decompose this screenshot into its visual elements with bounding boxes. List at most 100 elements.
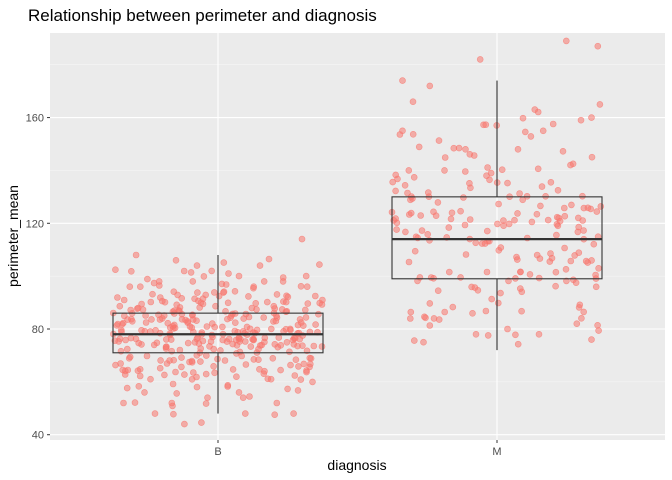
- data-point: [132, 251, 140, 259]
- data-point: [239, 394, 247, 402]
- data-point: [595, 264, 602, 272]
- data-point: [220, 288, 228, 296]
- data-point: [497, 289, 504, 297]
- data-point: [163, 360, 171, 367]
- data-point: [592, 271, 599, 279]
- data-point: [472, 330, 480, 338]
- data-point: [203, 352, 210, 359]
- data-point: [461, 168, 469, 175]
- data-point: [562, 37, 570, 45]
- data-point: [173, 390, 180, 397]
- data-point: [297, 376, 305, 383]
- data-point: [418, 227, 426, 234]
- data-point: [157, 357, 164, 364]
- data-point: [518, 288, 526, 296]
- data-point: [523, 193, 531, 200]
- data-point: [474, 286, 482, 294]
- data-point: [516, 190, 523, 197]
- data-point: [171, 307, 178, 315]
- plot-panel: [50, 33, 665, 440]
- data-point: [178, 310, 186, 318]
- data-point: [594, 321, 601, 329]
- grid: [50, 33, 665, 440]
- data-point: [235, 272, 243, 280]
- data-point: [148, 316, 155, 323]
- data-point: [300, 360, 308, 368]
- data-point: [233, 373, 240, 381]
- data-point: [211, 289, 218, 296]
- data-point: [449, 303, 457, 311]
- data-point: [505, 220, 513, 228]
- data-point: [273, 399, 281, 407]
- data-point: [562, 265, 570, 273]
- data-point: [126, 353, 134, 361]
- data-point: [203, 323, 211, 330]
- data-point: [218, 280, 226, 288]
- data-point: [224, 299, 232, 307]
- data-point: [161, 371, 168, 379]
- data-point: [560, 204, 568, 212]
- data-point: [466, 180, 473, 187]
- data-point: [295, 363, 302, 370]
- y-tick-label: 160: [26, 113, 44, 125]
- data-point: [469, 309, 476, 317]
- data-point: [197, 358, 204, 365]
- data-point: [578, 314, 585, 322]
- data-point: [250, 336, 257, 344]
- data-point: [260, 278, 268, 285]
- data-point: [225, 270, 232, 277]
- data-point: [409, 131, 417, 138]
- data-point: [516, 268, 524, 276]
- data-point: [483, 172, 490, 179]
- data-point: [389, 178, 397, 186]
- data-point: [310, 342, 318, 350]
- data-point: [270, 318, 277, 325]
- data-point: [210, 362, 217, 370]
- data-point: [399, 77, 406, 84]
- data-point: [156, 364, 164, 372]
- data-point: [315, 310, 322, 318]
- data-point: [172, 368, 179, 376]
- data-point: [219, 323, 226, 331]
- data-point: [484, 332, 492, 339]
- data-point: [533, 210, 541, 218]
- data-point: [299, 342, 306, 350]
- data-point: [220, 259, 228, 266]
- data-point: [279, 278, 287, 285]
- data-point: [544, 216, 552, 224]
- y-tick-label: 40: [32, 430, 44, 442]
- x-axis-title: diagnosis: [327, 457, 386, 473]
- data-point: [468, 283, 475, 291]
- data-point: [287, 361, 294, 369]
- data-point: [426, 82, 434, 90]
- data-point: [224, 381, 232, 389]
- data-point: [290, 410, 297, 417]
- data-point: [430, 208, 437, 216]
- data-point: [318, 343, 326, 350]
- data-point: [514, 146, 522, 153]
- data-point: [120, 399, 127, 407]
- data-point: [484, 164, 491, 171]
- data-point: [582, 257, 590, 265]
- x-tick-label: M: [492, 446, 501, 458]
- data-point: [242, 361, 250, 368]
- data-point: [448, 209, 456, 217]
- data-point: [483, 227, 491, 235]
- data-point: [170, 410, 177, 418]
- data-point: [149, 290, 156, 298]
- data-point: [563, 277, 570, 285]
- data-point: [399, 127, 406, 135]
- data-point: [518, 307, 525, 315]
- data-point: [277, 341, 285, 349]
- data-point: [577, 116, 585, 124]
- data-point: [250, 283, 257, 291]
- data-point: [594, 42, 602, 50]
- data-point: [527, 133, 535, 140]
- data-point: [549, 120, 557, 128]
- data-point: [187, 269, 195, 276]
- data-point: [304, 300, 312, 307]
- data-point: [476, 56, 484, 63]
- y-axis-title: perimeter_mean: [5, 185, 21, 287]
